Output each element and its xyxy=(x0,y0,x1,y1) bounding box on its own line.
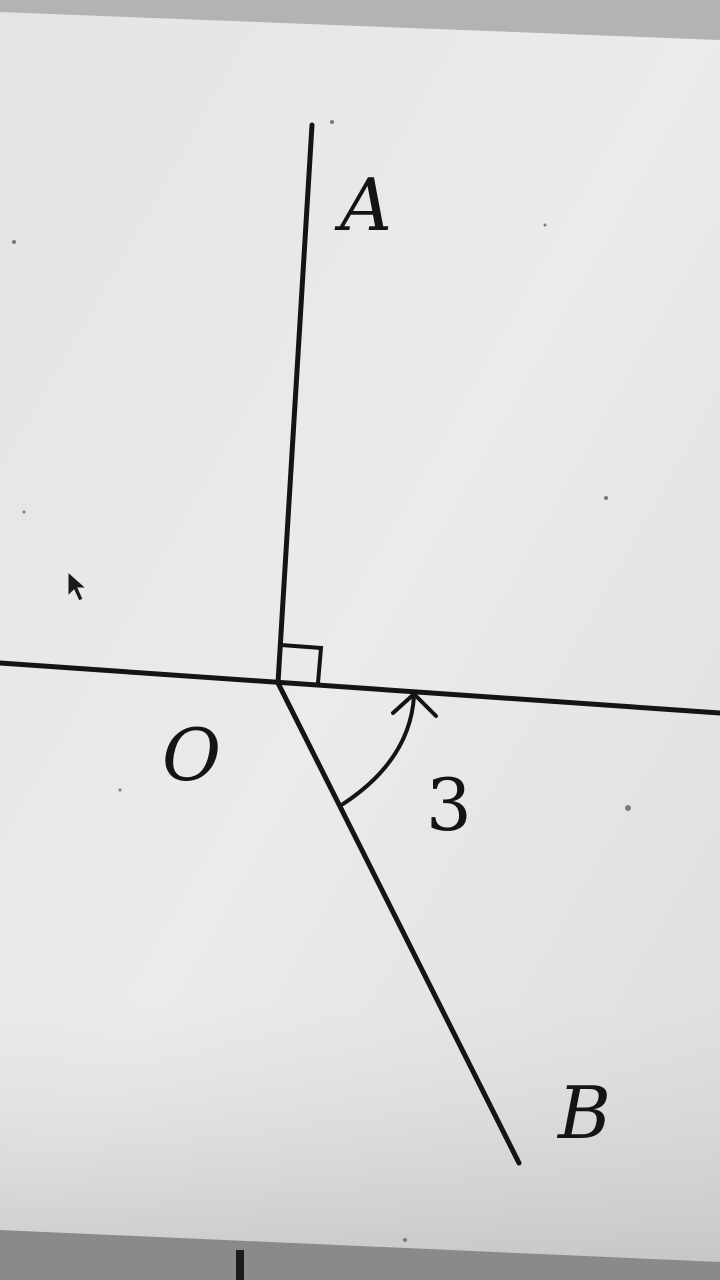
bezel-mark xyxy=(236,1250,244,1280)
screen-bottom-edge xyxy=(0,1230,720,1280)
ray-oa xyxy=(275,122,315,686)
angle-3-label: 3 xyxy=(426,763,472,847)
point-b-label: B xyxy=(556,1071,611,1155)
point-o-label: O xyxy=(162,713,221,797)
angle-3-arc xyxy=(341,694,416,806)
screen-shading xyxy=(0,1000,720,1280)
dust-specks xyxy=(12,120,631,1242)
screen-surface xyxy=(0,12,720,1280)
mouse-cursor-icon xyxy=(67,570,88,602)
point-a-label: A xyxy=(334,163,392,247)
screen-top-edge xyxy=(0,0,720,40)
horizontal-line xyxy=(0,660,720,716)
right-angle-marker xyxy=(280,643,324,684)
ray-ob xyxy=(275,680,522,1166)
arc-arrowhead-icon xyxy=(391,692,438,718)
